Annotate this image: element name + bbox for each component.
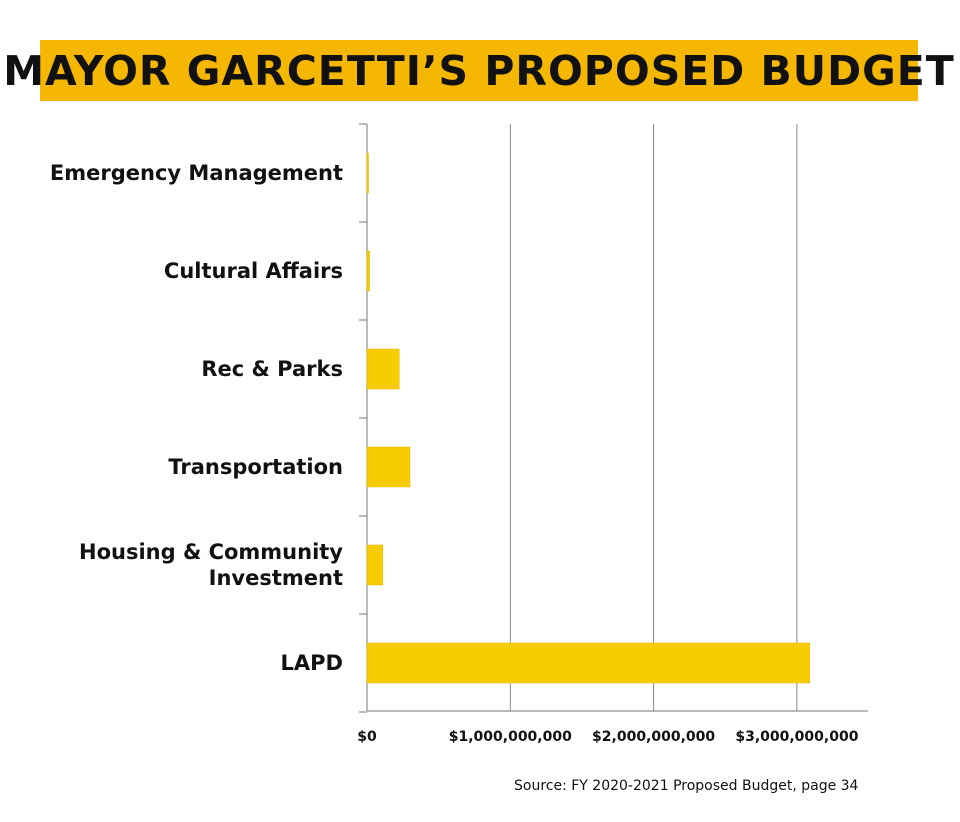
category-label-line: LAPD (281, 651, 343, 675)
bar-1 (366, 250, 370, 292)
bar-2 (366, 348, 400, 390)
bar-3 (366, 446, 411, 488)
x-tick-label-3: $3,000,000,000 (735, 729, 858, 745)
category-label-line: Cultural Affairs (164, 259, 343, 283)
bar-4 (366, 544, 384, 586)
category-label-line: Transportation (168, 455, 343, 479)
category-label-0: Emergency Management (50, 161, 343, 185)
category-label-4: Housing & Community Investment (79, 540, 343, 590)
x-tick-label-2: $2,000,000,000 (592, 729, 715, 745)
x-tick-label-1: $1,000,000,000 (449, 729, 572, 745)
category-label-3: Transportation (168, 455, 343, 479)
category-label-line: Housing & Community (79, 540, 343, 564)
x-tick-label-0: $0 (357, 729, 377, 745)
category-label-2: Rec & Parks (201, 357, 343, 381)
bar-0 (366, 152, 369, 194)
source-note: Source: FY 2020-2021 Proposed Budget, pa… (514, 778, 859, 794)
category-label-1: Cultural Affairs (164, 259, 343, 283)
chart-title: MAYOR GARCETTI’S PROPOSED BUDGET (3, 46, 955, 95)
title-banner: MAYOR GARCETTI’S PROPOSED BUDGET (3, 40, 954, 101)
bar-5 (366, 642, 811, 684)
category-label-5: LAPD (281, 651, 343, 675)
category-label-line: Emergency Management (50, 161, 343, 185)
category-label-line: Investment (209, 566, 343, 590)
category-label-line: Rec & Parks (201, 357, 343, 381)
